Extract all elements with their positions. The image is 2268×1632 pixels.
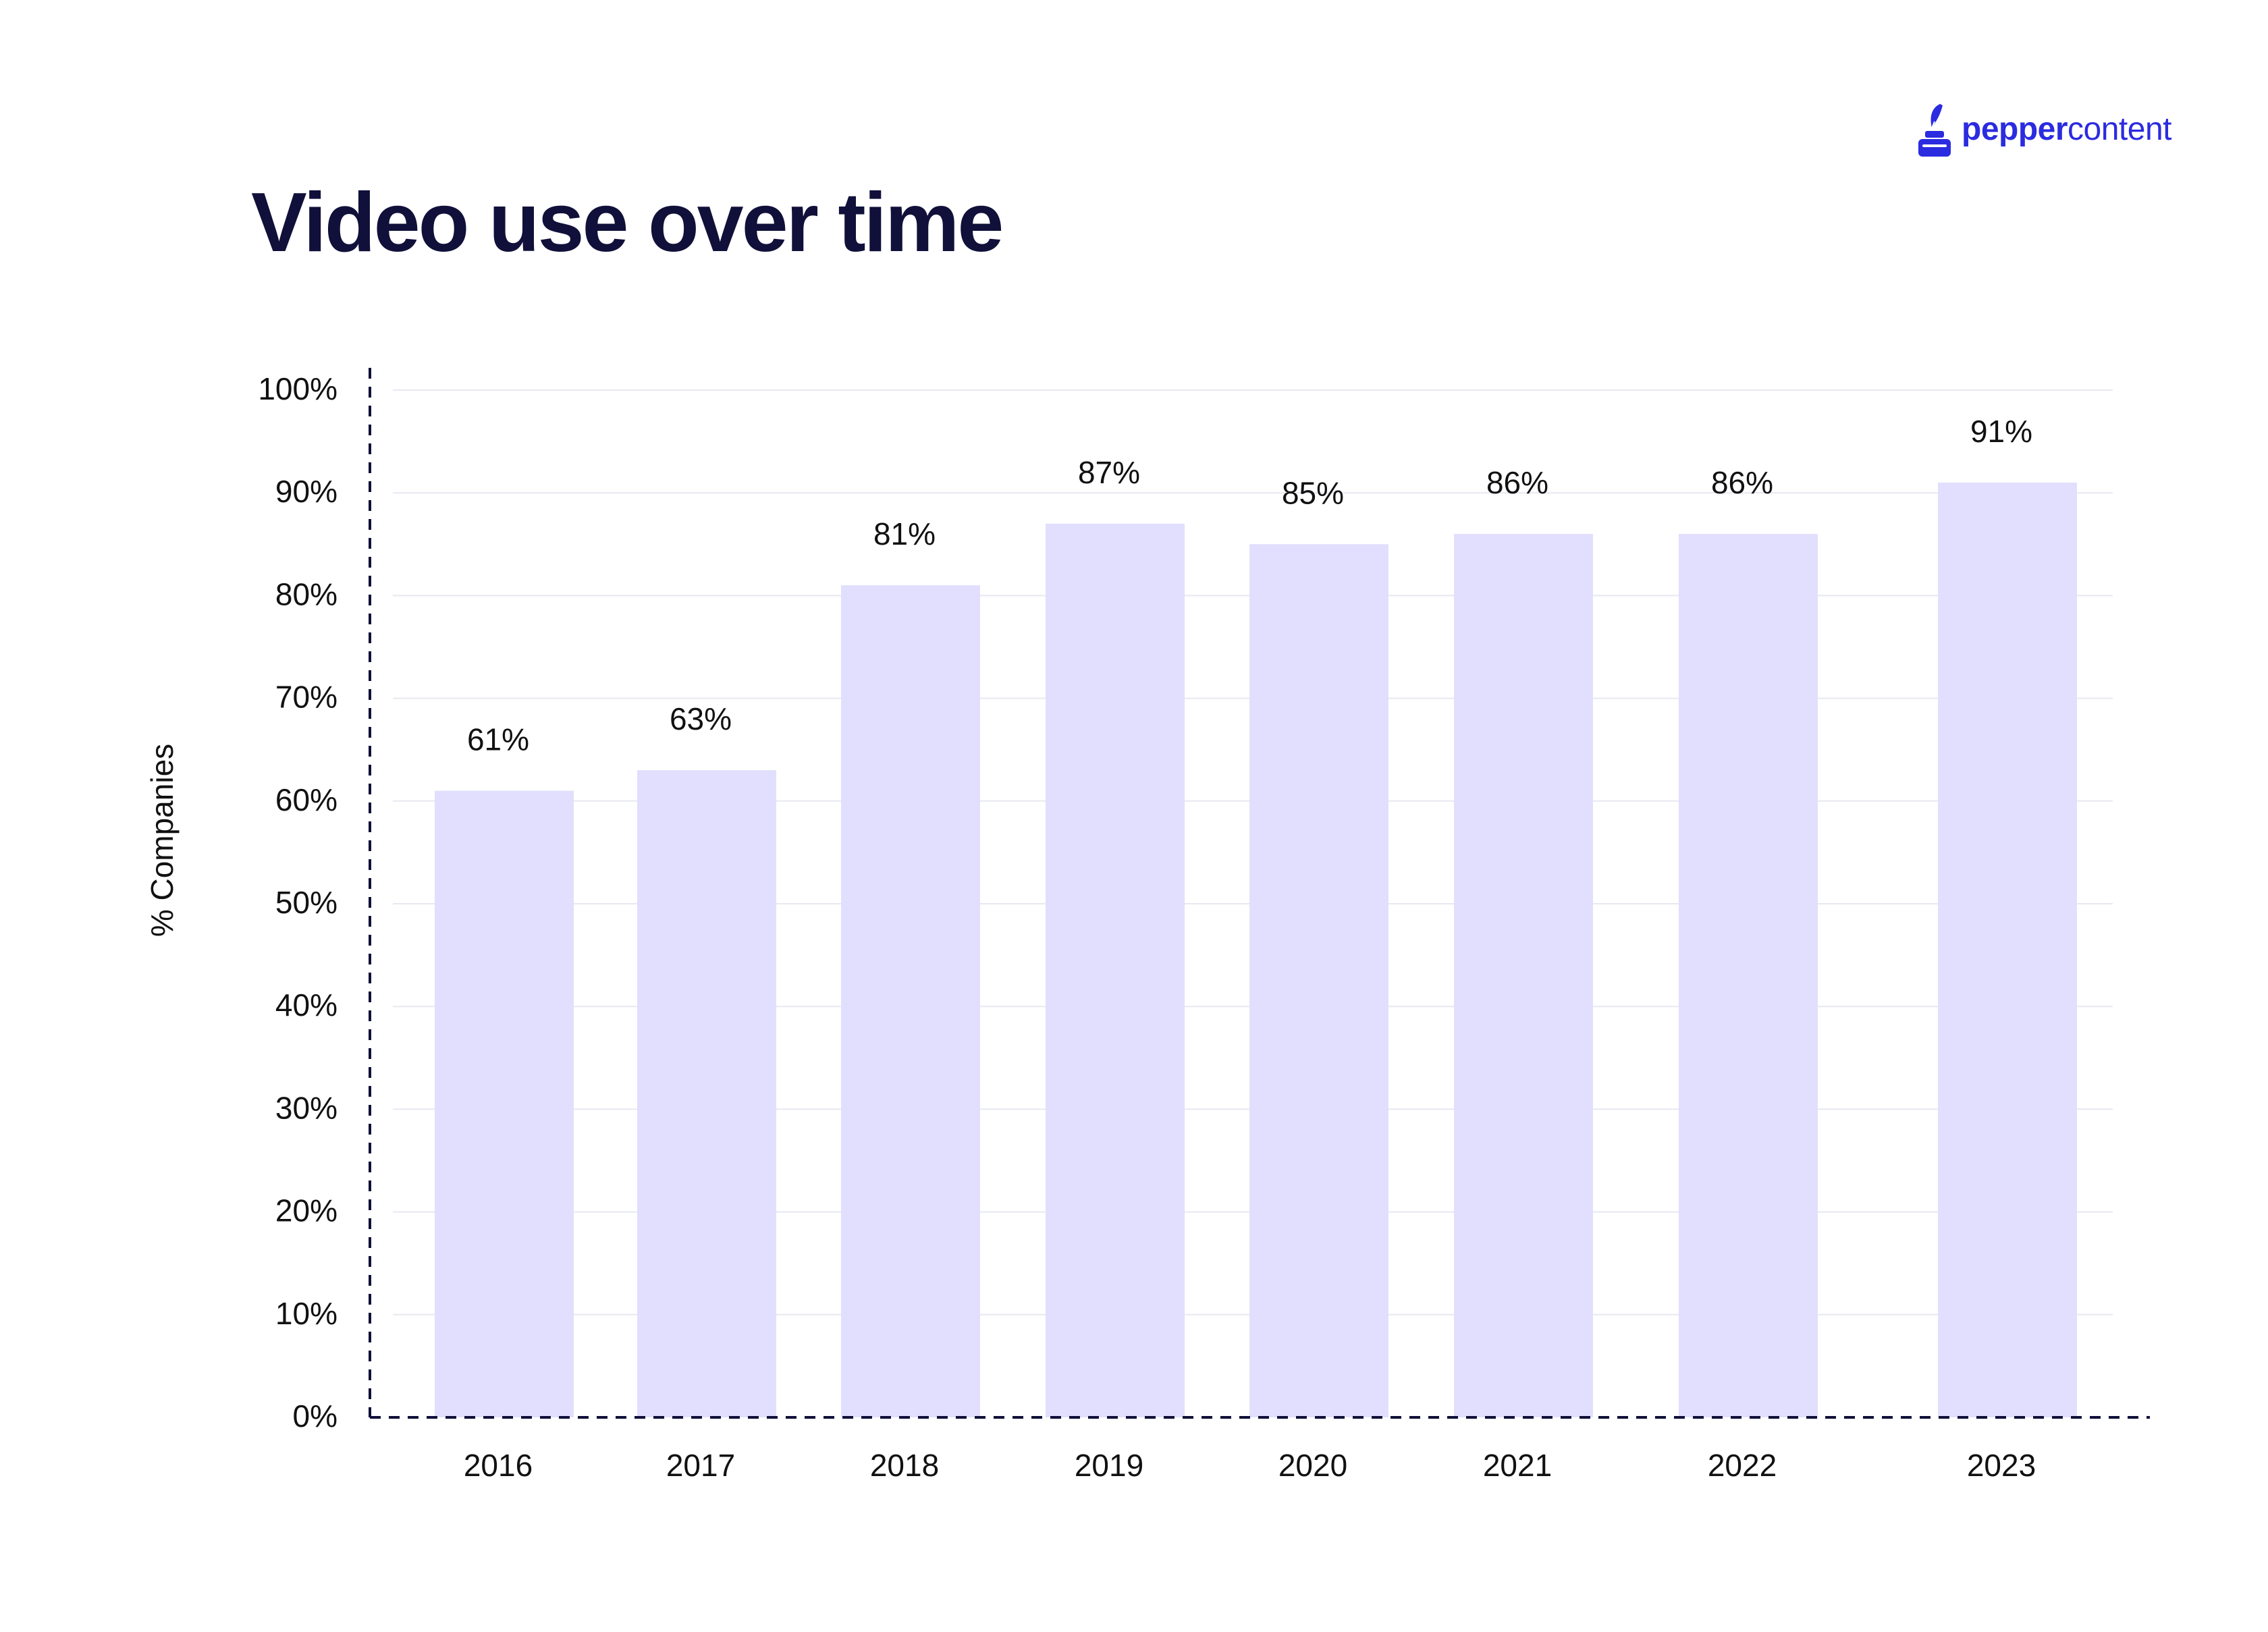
data-label: 85% <box>1282 475 1344 510</box>
data-label: 86% <box>1486 465 1548 500</box>
data-label: 81% <box>873 516 936 551</box>
x-tick-label: 2019 <box>1075 1448 1143 1483</box>
y-tick-labels: 0% 10% 20% 30% 40% 50% 60% 70% 80% 90% 100% <box>258 371 338 1434</box>
ink-pot-quill-icon <box>1918 104 1951 157</box>
chart-title: Video use over time <box>251 176 1004 269</box>
x-tick-label: 2020 <box>1278 1448 1347 1483</box>
brand-name-light: content <box>2068 111 2171 147</box>
data-label: 91% <box>1970 414 2032 449</box>
x-tick-labels: 2016 2017 2018 2019 2020 2021 2022 2023 <box>464 1448 2036 1483</box>
bar-2017 <box>637 770 776 1417</box>
y-tick-label: 40% <box>275 987 338 1023</box>
bar-2022 <box>1679 534 1818 1417</box>
bar-2023 <box>1938 482 2077 1417</box>
data-label: 63% <box>670 701 732 736</box>
data-label: 61% <box>467 722 529 757</box>
y-axis-title: % Companies <box>144 744 180 937</box>
bar-2019 <box>1046 523 1185 1417</box>
y-tick-label: 100% <box>258 371 338 406</box>
y-tick-label: 10% <box>275 1296 338 1331</box>
y-tick-label: 20% <box>275 1193 338 1228</box>
bar-2021 <box>1454 534 1593 1417</box>
y-tick-label: 70% <box>275 680 338 715</box>
x-tick-label: 2022 <box>1708 1448 1777 1483</box>
y-tick-label: 90% <box>275 474 338 509</box>
data-label: 87% <box>1078 455 1140 490</box>
y-tick-label: 60% <box>275 782 338 817</box>
bar-2020 <box>1249 544 1388 1417</box>
data-label: 86% <box>1711 465 1773 500</box>
x-tick-label: 2017 <box>666 1448 735 1483</box>
x-tick-label: 2016 <box>464 1448 533 1483</box>
y-tick-label: 80% <box>275 576 338 611</box>
x-tick-label: 2018 <box>870 1448 939 1483</box>
brand-name-bold: pepper <box>1962 111 2068 147</box>
x-tick-label: 2023 <box>1967 1448 2036 1483</box>
axes <box>369 368 2150 1419</box>
bar-2016 <box>435 790 574 1417</box>
y-tick-label: 30% <box>275 1090 338 1125</box>
y-tick-label: 50% <box>275 885 338 920</box>
y-tick-label: 0% <box>293 1398 338 1434</box>
bar-2018 <box>841 585 980 1418</box>
bars <box>435 482 2077 1418</box>
brand-wordmark: peppercontent <box>1962 113 2171 146</box>
x-tick-label: 2021 <box>1483 1448 1552 1483</box>
data-labels: 61% 63% 81% 87% 85% 86% 86% 91% <box>467 414 2032 757</box>
brand-logo: peppercontent <box>1916 101 2171 158</box>
